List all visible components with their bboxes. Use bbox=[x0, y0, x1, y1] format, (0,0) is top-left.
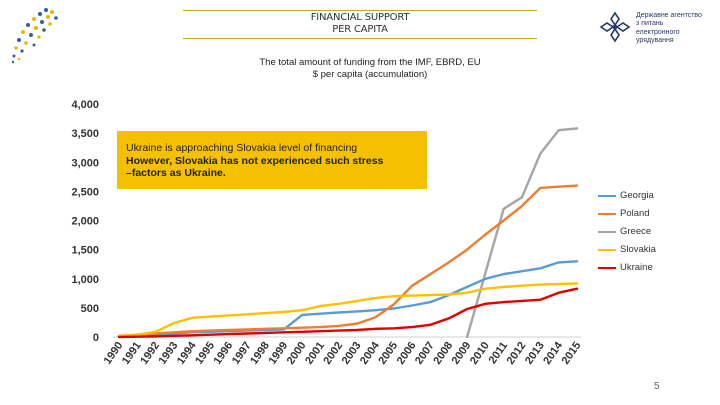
x-tick-label: 2003 bbox=[340, 340, 364, 367]
page-title-line2: PER CAPITA bbox=[332, 24, 388, 35]
annotation-line3: –factors as Ukraine. bbox=[126, 167, 226, 179]
x-tick-label: 1999 bbox=[266, 340, 290, 367]
legend-label: Poland bbox=[620, 208, 650, 219]
y-tick-label: 2,500 bbox=[71, 186, 99, 198]
y-tick-label: 0 bbox=[93, 332, 99, 344]
chart-title-line2: $ per capita (accumulation) bbox=[312, 69, 428, 80]
x-tick-label: 1998 bbox=[248, 340, 272, 367]
annotation-line1: Ukraine is approaching Slovakia level of… bbox=[126, 142, 358, 154]
x-tick-label: 2000 bbox=[285, 340, 309, 367]
x-tick-label: 2002 bbox=[321, 340, 345, 367]
legend-item-poland: Poland bbox=[598, 205, 708, 223]
page-title-line1: FINANCIAL SUPPORT bbox=[310, 12, 410, 23]
agency-logo-left bbox=[11, 8, 58, 64]
y-tick-label: 4,000 bbox=[71, 99, 99, 111]
series-line-poland bbox=[117, 184, 579, 337]
dotted-swirl-icon bbox=[11, 8, 58, 64]
agency-logo-right: Державне агентство з питань електронного… bbox=[598, 10, 716, 46]
chart-title: The total amount of funding from the IMF… bbox=[230, 57, 510, 81]
x-tick-label: 1992 bbox=[138, 340, 162, 367]
x-tick-label: 1996 bbox=[212, 340, 236, 367]
legend-swatch bbox=[598, 249, 616, 251]
series-line-greece bbox=[465, 127, 579, 339]
legend-swatch bbox=[598, 195, 616, 197]
y-tick-label: 1,500 bbox=[71, 245, 99, 257]
annotation-line2: However, Slovakia has not experienced su… bbox=[126, 154, 384, 167]
x-tick-label: 1990 bbox=[102, 340, 126, 367]
y-tick-label: 500 bbox=[81, 303, 99, 315]
x-tick-label: 2008 bbox=[431, 340, 455, 367]
legend-swatch bbox=[598, 267, 616, 269]
logo-right-line: урядування bbox=[636, 36, 674, 44]
logo-right-line: електронного bbox=[636, 28, 680, 36]
chart-legend: Georgia Poland Greece Slovakia Ukraine bbox=[598, 187, 708, 277]
series-line-slovakia bbox=[117, 282, 579, 337]
y-tick-label: 3,500 bbox=[71, 128, 99, 140]
legend-item-greece: Greece bbox=[598, 223, 708, 241]
legend-swatch bbox=[598, 231, 616, 233]
legend-label: Greece bbox=[620, 226, 652, 237]
series-layer bbox=[117, 127, 579, 339]
y-axis: 0 500 1,000 1,500 2,000 2,500 3,000 3,500 4,000 bbox=[71, 99, 99, 344]
legend-label: Georgia bbox=[620, 190, 654, 201]
logo-right-line: Державне агентство bbox=[636, 12, 702, 19]
x-tick-label: 2006 bbox=[395, 340, 419, 367]
x-tick-label: 2007 bbox=[413, 340, 437, 367]
legend-label: Slovakia bbox=[620, 244, 656, 255]
x-tick-label: 2005 bbox=[376, 340, 400, 367]
x-tick-label: 2001 bbox=[303, 340, 327, 367]
legend-item-georgia: Georgia bbox=[598, 187, 708, 205]
legend-item-slovakia: Slovakia bbox=[598, 241, 708, 259]
series-line-ukraine bbox=[117, 287, 579, 339]
x-tick-label: 1991 bbox=[120, 340, 144, 367]
x-tick-label: 2009 bbox=[450, 340, 474, 367]
x-tick-label: 2015 bbox=[560, 340, 584, 367]
header-rule-bottom bbox=[183, 38, 537, 39]
x-tick-label: 2013 bbox=[523, 340, 547, 367]
legend-label: Ukraine bbox=[620, 262, 653, 273]
x-tick-label: 2012 bbox=[505, 340, 529, 367]
ornament-cross-icon bbox=[599, 11, 631, 43]
header-rule-top bbox=[183, 10, 537, 11]
page-title: FINANCIAL SUPPORT PER CAPITA bbox=[183, 12, 537, 36]
y-tick-label: 1,000 bbox=[71, 274, 99, 286]
page-number: 5 bbox=[654, 381, 660, 392]
logo-right-text: Державне агентство з питань електронного… bbox=[636, 12, 716, 45]
legend-item-ukraine: Ukraine bbox=[598, 259, 708, 277]
x-tick-label: 2010 bbox=[468, 340, 492, 367]
chart-annotation: Ukraine is approaching Slovakia level of… bbox=[117, 131, 427, 189]
x-axis: 1990199119921993199419951996199719981999… bbox=[102, 339, 584, 367]
x-tick-label: 1997 bbox=[230, 340, 254, 367]
y-tick-label: 3,000 bbox=[71, 157, 99, 169]
legend-swatch bbox=[598, 213, 616, 215]
logo-right-line: з питань bbox=[636, 20, 664, 28]
x-tick-label: 1995 bbox=[193, 340, 217, 367]
y-tick-label: 2,000 bbox=[71, 216, 99, 228]
chart-title-line1: The total amount of funding from the IMF… bbox=[259, 57, 481, 68]
x-tick-label: 1993 bbox=[157, 340, 181, 367]
